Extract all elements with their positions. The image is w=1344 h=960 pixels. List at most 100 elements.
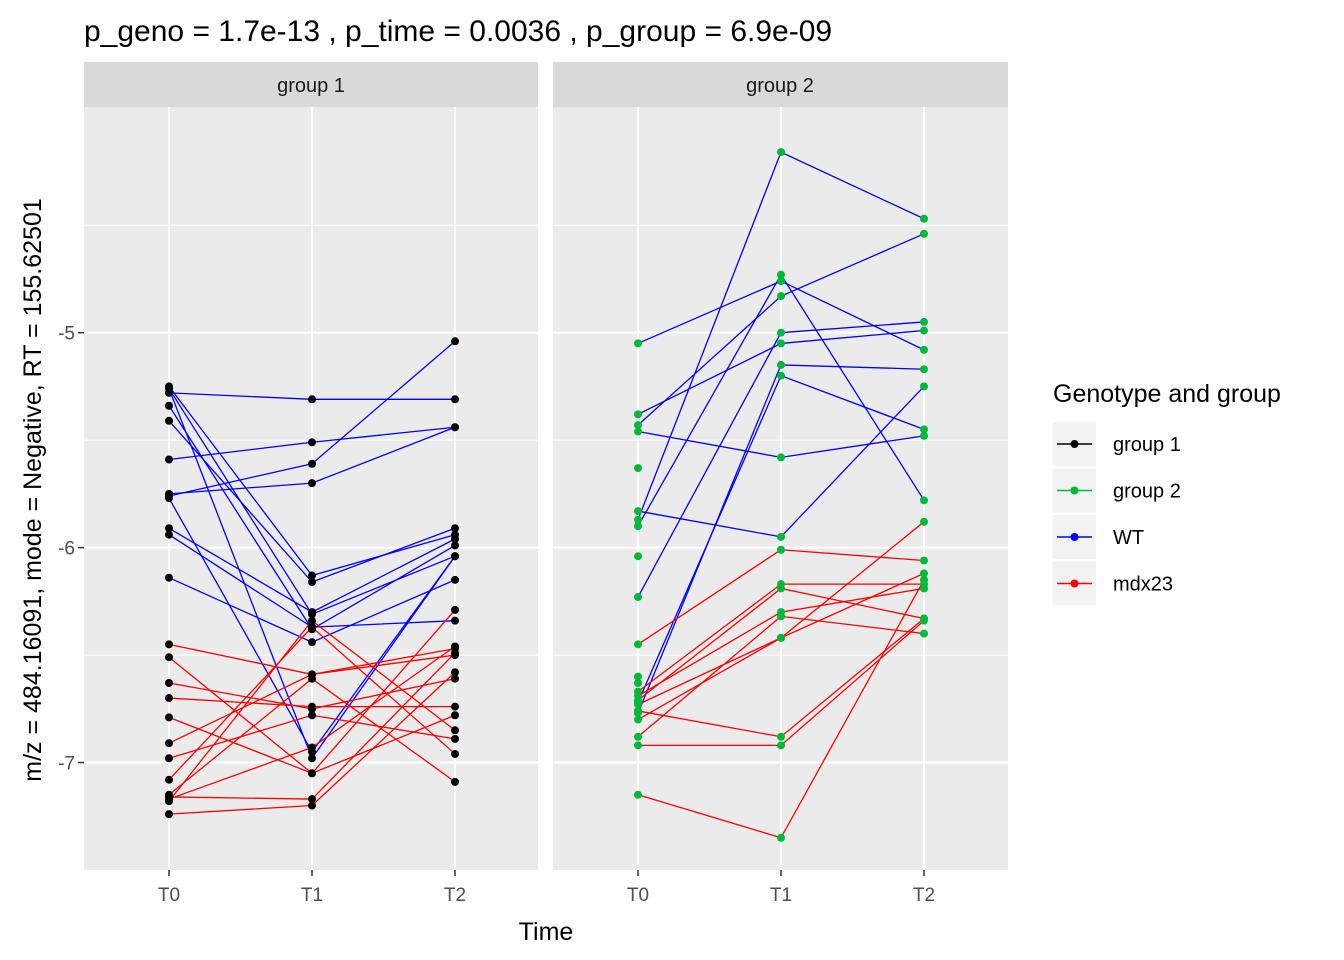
data-point (777, 612, 785, 621)
data-point (451, 711, 459, 720)
data-point (308, 616, 316, 625)
data-point (634, 552, 642, 561)
y-tick-label: -5 (58, 324, 75, 345)
data-point (165, 573, 173, 582)
data-point (777, 270, 785, 279)
y-tick-label: -6 (58, 539, 75, 560)
data-point (777, 633, 785, 642)
data-point (308, 711, 316, 720)
data-point (308, 438, 316, 447)
y-axis-title: m/z = 484.16091, mode = Negative, RT = 1… (19, 198, 47, 782)
data-point (451, 575, 459, 584)
data-point (308, 623, 316, 632)
data-point (165, 524, 173, 533)
facet-panel-group-2: group 2 (553, 62, 1008, 870)
data-point (308, 395, 316, 404)
data-marks (165, 337, 459, 819)
data-point (634, 790, 642, 799)
data-point (451, 749, 459, 758)
data-point (920, 496, 928, 505)
data-point (165, 455, 173, 464)
data-point (451, 648, 459, 657)
data-point (451, 702, 459, 711)
data-point (308, 571, 316, 580)
data-point (920, 584, 928, 593)
x-axis-group-2: T0 T1 T2 (627, 870, 935, 906)
data-point (451, 642, 459, 651)
data-point (920, 317, 928, 326)
data-point (165, 653, 173, 662)
data-point (451, 777, 459, 786)
data-point (634, 732, 642, 741)
data-point (777, 532, 785, 541)
facet-strip-label: group 1 (277, 75, 345, 97)
legend-key-point (1070, 440, 1079, 448)
data-point (634, 339, 642, 348)
data-point (777, 741, 785, 750)
data-point (308, 795, 316, 804)
data-point (920, 569, 928, 578)
data-point (777, 360, 785, 369)
data-point (920, 517, 928, 526)
legend-label: WT (1113, 527, 1144, 549)
data-point (634, 706, 642, 715)
data-point (920, 425, 928, 434)
data-point (920, 614, 928, 623)
data-point (777, 453, 785, 462)
x-tick-label: T0 (158, 885, 180, 906)
data-point (165, 494, 173, 503)
data-point (920, 214, 928, 223)
data-point (451, 734, 459, 743)
data-point (451, 524, 459, 533)
data-point (165, 739, 173, 748)
x-tick-label: T2 (444, 885, 466, 906)
data-point (634, 715, 642, 724)
data-point (308, 638, 316, 647)
data-point (451, 337, 459, 346)
data-point (777, 545, 785, 554)
x-axis-title: Time (519, 918, 574, 946)
data-point (634, 522, 642, 531)
data-point (634, 593, 642, 602)
data-point (308, 754, 316, 763)
data-point (165, 416, 173, 425)
data-point (634, 410, 642, 419)
data-point (308, 801, 316, 810)
data-point (634, 427, 642, 436)
data-point (634, 464, 642, 473)
data-point (451, 726, 459, 735)
data-point (165, 775, 173, 784)
data-point (165, 640, 173, 649)
data-point (634, 679, 642, 688)
facet-panel-group-1: group 1 (84, 62, 538, 870)
data-point (777, 277, 785, 286)
data-point (451, 552, 459, 561)
legend-label: group 1 (1113, 434, 1181, 456)
grid-lines (553, 107, 1008, 870)
data-point (308, 743, 316, 752)
facet-strip-group-1 (84, 62, 538, 107)
facet-strip-group-2 (553, 62, 1008, 107)
data-point (308, 608, 316, 617)
data-point (308, 459, 316, 468)
data-point (165, 384, 173, 393)
x-tick-label: T1 (770, 885, 792, 906)
data-point (451, 674, 459, 683)
data-point (777, 148, 785, 157)
data-point (165, 754, 173, 763)
data-point (634, 640, 642, 649)
data-point (634, 421, 642, 430)
data-point (920, 556, 928, 565)
legend-label: mdx23 (1113, 574, 1173, 596)
data-point (308, 769, 316, 778)
legend-items: group 1 group 2 WT mdx23 (1053, 422, 1181, 606)
data-point (451, 668, 459, 677)
data-marks (634, 148, 928, 842)
y-tick-label: -7 (58, 754, 75, 775)
data-point (308, 702, 316, 711)
data-point (165, 810, 173, 819)
x-axis-group-1: T0 T1 T2 (158, 870, 466, 906)
data-point (634, 741, 642, 750)
legend-key-point (1070, 579, 1079, 588)
data-point (451, 535, 459, 544)
